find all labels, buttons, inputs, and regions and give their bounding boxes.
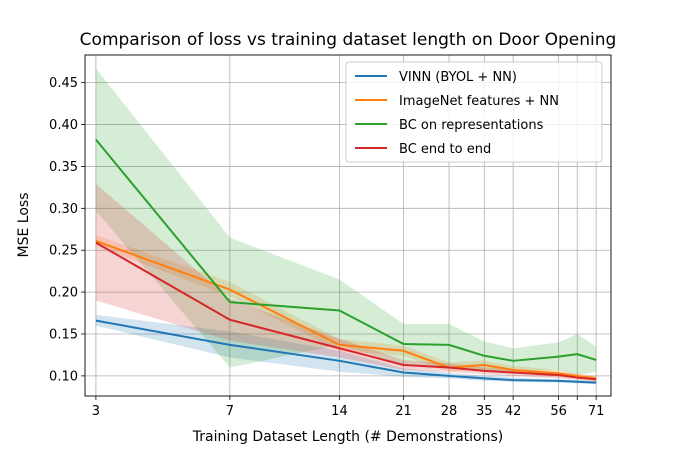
y-axis-label: MSE Loss: [16, 193, 32, 258]
legend-label: VINN (BYOL + NN): [399, 70, 517, 85]
x-tick-label: 21: [395, 404, 412, 419]
series-line: [95, 241, 597, 381]
x-tick-label: 56: [550, 404, 567, 419]
x-tick-label: 28: [441, 404, 458, 419]
x-tick-label: 71: [588, 404, 605, 419]
y-tick-label: 0.10: [49, 369, 78, 384]
plot-frame: [84, 54, 612, 397]
x-axis-label: Training Dataset Length (# Demonstration…: [192, 429, 504, 445]
confidence-band: [95, 68, 597, 376]
legend: VINN (BYOL + NN) ImageNet features + NN BC…: [345, 61, 603, 163]
confidence-bands: [95, 68, 597, 385]
y-tick-label: 0.20: [49, 286, 78, 301]
axis-ticks: 3 7 14 21 28 35 42 56 71 0.10 0.15 0.20 0.25 0.30 0.35…: [49, 76, 604, 419]
y-tick-label: 0.15: [49, 328, 78, 343]
y-tick-label: 0.30: [49, 202, 78, 217]
series-line: [95, 319, 597, 384]
y-tick-label: 0.40: [49, 118, 78, 133]
legend-label: BC end to end: [399, 142, 491, 157]
confidence-band: [95, 314, 597, 385]
confidence-band: [95, 184, 597, 382]
x-tick-label: 42: [505, 404, 522, 419]
legend-label: ImageNet features + NN: [399, 94, 559, 109]
series-line: [95, 240, 597, 380]
x-tick-label: 7: [226, 404, 234, 419]
x-tick-label: 3: [92, 404, 100, 419]
legend-label: BC on representations: [399, 118, 544, 133]
y-tick-label: 0.35: [49, 160, 78, 175]
series-line: [95, 138, 597, 362]
x-tick-label: 14: [331, 404, 348, 419]
legend-box: [345, 61, 603, 163]
y-tick-label: 0.25: [49, 244, 78, 259]
series-lines: [95, 138, 597, 384]
x-tick-label: 35: [476, 404, 493, 419]
y-tick-label: 0.45: [49, 76, 78, 91]
chart-title: Comparison of loss vs training dataset l…: [80, 30, 617, 50]
